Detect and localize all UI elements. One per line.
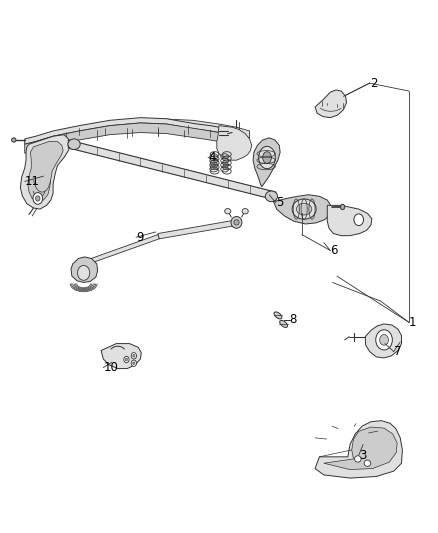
Text: 7: 7 bbox=[394, 345, 401, 358]
Ellipse shape bbox=[380, 335, 389, 345]
Polygon shape bbox=[274, 195, 332, 224]
Text: 8: 8 bbox=[289, 313, 296, 326]
Polygon shape bbox=[20, 135, 71, 209]
Ellipse shape bbox=[124, 357, 129, 363]
Ellipse shape bbox=[125, 358, 127, 361]
Text: 1: 1 bbox=[409, 316, 417, 329]
Polygon shape bbox=[25, 118, 219, 144]
Polygon shape bbox=[158, 220, 239, 239]
Ellipse shape bbox=[231, 216, 242, 228]
Ellipse shape bbox=[225, 208, 231, 214]
Polygon shape bbox=[28, 142, 63, 201]
Polygon shape bbox=[25, 123, 219, 154]
Polygon shape bbox=[217, 126, 252, 160]
Polygon shape bbox=[324, 427, 397, 470]
Text: 9: 9 bbox=[136, 231, 144, 244]
Text: 10: 10 bbox=[103, 361, 118, 374]
Ellipse shape bbox=[354, 214, 364, 225]
Text: 4: 4 bbox=[208, 151, 215, 164]
Ellipse shape bbox=[131, 353, 137, 359]
Text: 3: 3 bbox=[359, 449, 366, 462]
Ellipse shape bbox=[234, 220, 239, 225]
Ellipse shape bbox=[376, 330, 392, 350]
Ellipse shape bbox=[33, 192, 42, 204]
Ellipse shape bbox=[292, 199, 316, 219]
Ellipse shape bbox=[274, 312, 282, 319]
Polygon shape bbox=[253, 138, 280, 187]
Text: 2: 2 bbox=[370, 77, 377, 90]
Ellipse shape bbox=[280, 320, 288, 327]
Ellipse shape bbox=[131, 360, 137, 367]
Ellipse shape bbox=[133, 354, 135, 357]
Ellipse shape bbox=[265, 191, 278, 201]
Text: 11: 11 bbox=[25, 175, 40, 188]
Ellipse shape bbox=[242, 208, 248, 214]
Ellipse shape bbox=[355, 456, 361, 462]
Ellipse shape bbox=[35, 196, 40, 201]
Text: 5: 5 bbox=[276, 196, 283, 209]
Polygon shape bbox=[84, 235, 159, 265]
Polygon shape bbox=[315, 90, 346, 118]
Ellipse shape bbox=[340, 204, 345, 209]
Text: 6: 6 bbox=[330, 244, 338, 257]
Polygon shape bbox=[68, 140, 276, 200]
Polygon shape bbox=[71, 257, 98, 282]
Ellipse shape bbox=[12, 138, 16, 142]
Ellipse shape bbox=[133, 362, 135, 365]
Ellipse shape bbox=[364, 460, 371, 466]
Polygon shape bbox=[315, 421, 403, 478]
Polygon shape bbox=[327, 205, 372, 236]
Polygon shape bbox=[64, 119, 250, 142]
Polygon shape bbox=[365, 324, 402, 358]
Ellipse shape bbox=[78, 265, 90, 280]
Ellipse shape bbox=[68, 139, 80, 150]
Ellipse shape bbox=[259, 147, 276, 168]
Ellipse shape bbox=[263, 152, 272, 164]
Polygon shape bbox=[101, 344, 141, 368]
Ellipse shape bbox=[297, 203, 312, 215]
